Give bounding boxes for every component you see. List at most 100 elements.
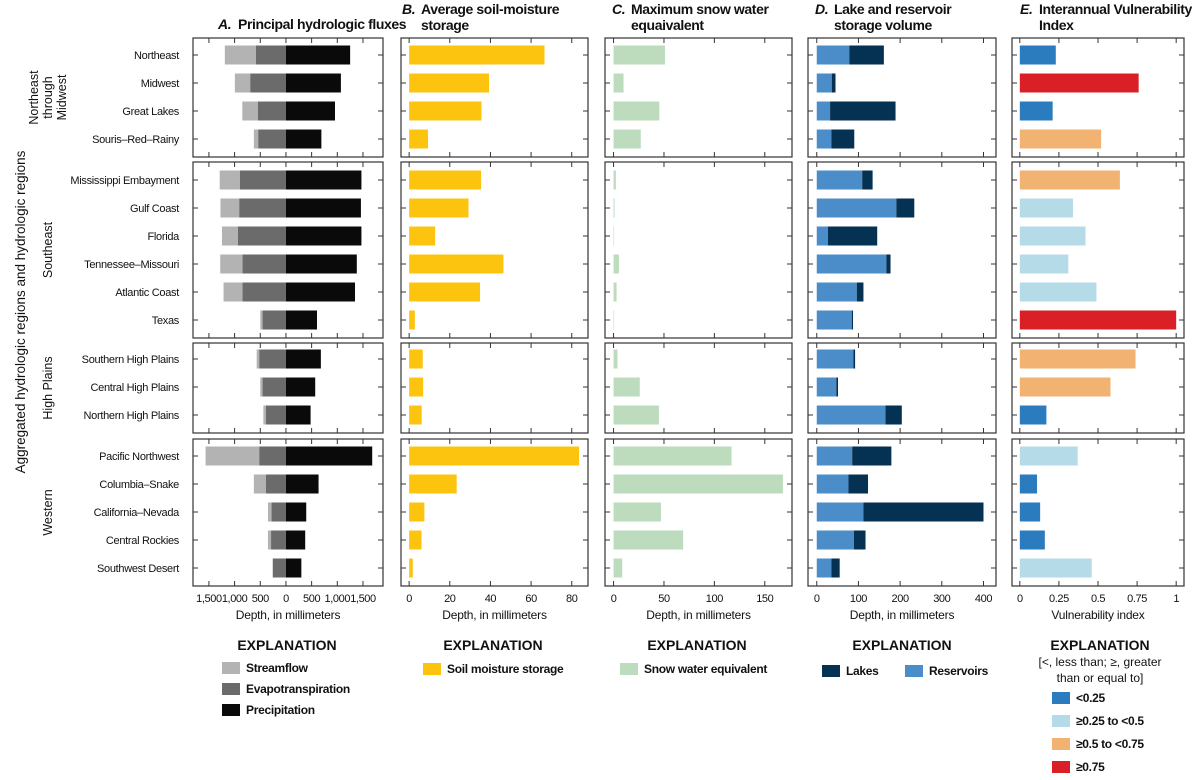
panel-title-line: Interannual Vulnerability: [1039, 1, 1192, 17]
bar-precipitation: [286, 350, 321, 369]
bar-evapotranspiration: [263, 311, 286, 330]
bar-reservoirs: [817, 475, 849, 494]
y-axis-label: Aggregated hydrologic regions and hydrol…: [13, 150, 28, 473]
bar-lakes: [863, 503, 983, 522]
x-tick-label: 0: [814, 593, 820, 605]
bar-reservoirs: [817, 74, 832, 93]
panel-title-line: Principal hydrologic fluxes: [238, 16, 407, 32]
legend-swatch: [822, 665, 840, 677]
bar-streamflow: [220, 199, 239, 218]
bar-vulnerability: [1020, 130, 1101, 149]
bar-precipitation: [286, 130, 321, 149]
bar-streamflow: [224, 283, 243, 302]
group-frame: [605, 162, 792, 338]
bar-soil-moisture: [409, 378, 423, 397]
bar-soil-moisture: [409, 559, 413, 578]
region-label: Southwest Desert: [97, 563, 179, 575]
bar-reservoirs: [817, 350, 854, 369]
bar-lakes: [849, 46, 884, 65]
x-tick-label: 60: [525, 593, 537, 605]
x-axis-label: Depth, in millimeters: [646, 608, 751, 622]
bar-vulnerability: [1020, 559, 1092, 578]
bar-lakes: [857, 283, 864, 302]
bar-precipitation: [286, 311, 317, 330]
region-label: Texas: [152, 315, 180, 327]
bar-streamflow: [263, 406, 266, 425]
legend-item-vulnerability-class: ≥0.25 to <0.5: [1052, 714, 1144, 728]
legend-swatch: [620, 663, 638, 675]
bar-vulnerability: [1020, 531, 1045, 550]
region-label: Tennessee–Missouri: [84, 259, 179, 271]
group-label: High Plains: [41, 356, 55, 419]
legend-e-note: [<, less than; ≥, greater: [1039, 655, 1162, 669]
group-label: Western: [41, 489, 55, 535]
bar-reservoirs: [817, 171, 862, 190]
legend-swatch: [1052, 738, 1070, 750]
x-tick-label: 1,000: [222, 593, 248, 605]
region-label: Southern High Plains: [82, 354, 180, 366]
bar-vulnerability: [1020, 503, 1040, 522]
bar-precipitation: [286, 283, 355, 302]
bar-streamflow: [268, 531, 271, 550]
panel-title: D.: [815, 1, 828, 17]
bar-reservoirs: [817, 255, 887, 274]
bar-precipitation: [286, 503, 306, 522]
panel-letter: E.: [1020, 1, 1032, 17]
region-label: Northern High Plains: [84, 410, 180, 422]
bar-vulnerability: [1020, 102, 1053, 121]
bar-soil-moisture: [409, 102, 481, 121]
bar-precipitation: [286, 102, 335, 121]
legend-item-vulnerability-class: ≥0.75: [1052, 760, 1105, 774]
bar-precipitation: [286, 559, 301, 578]
x-tick-label: 0: [1017, 593, 1023, 605]
bar-reservoirs: [817, 378, 837, 397]
legend-swatch: [905, 665, 923, 677]
bar-soil-moisture: [409, 46, 544, 65]
legend-e-note: than or equal to]: [1057, 671, 1144, 685]
bar-streamflow: [206, 447, 260, 466]
group-frame: [401, 343, 588, 433]
region-label: Souris–Red–Rainy: [92, 134, 180, 146]
bar-soil-moisture: [409, 283, 480, 302]
legend-b-heading: EXPLANATION: [443, 637, 542, 653]
legend-label: Evapotranspiration: [246, 682, 350, 696]
bar-lakes: [828, 227, 877, 246]
bar-lakes: [831, 559, 839, 578]
bar-snow-water: [614, 227, 615, 246]
bar-soil-moisture: [409, 531, 421, 550]
legend-label: Streamflow: [246, 661, 309, 675]
legend-d-heading: EXPLANATION: [852, 637, 951, 653]
bar-precipitation: [286, 475, 319, 494]
legend-c-heading: EXPLANATION: [647, 637, 746, 653]
bar-lakes: [862, 171, 872, 190]
bar-streamflow: [254, 130, 258, 149]
legend-swatch: [423, 663, 441, 675]
panel-title: C.: [612, 1, 625, 17]
legend-label: Precipitation: [246, 703, 315, 717]
bar-reservoirs: [817, 406, 886, 425]
legend-swatch: [222, 683, 240, 695]
panel-title: E.: [1020, 1, 1032, 17]
bar-precipitation: [286, 227, 361, 246]
bar-streamflow: [260, 378, 262, 397]
bar-evapotranspiration: [258, 130, 286, 149]
bar-lakes: [854, 531, 866, 550]
bar-soil-moisture: [409, 311, 415, 330]
region-label: Central High Plains: [91, 382, 180, 394]
bar-reservoirs: [817, 102, 830, 121]
bar-streamflow: [268, 503, 272, 522]
x-tick-label: 1,000: [325, 593, 351, 605]
panel-letter: C.: [612, 1, 625, 17]
bar-lakes: [886, 406, 902, 425]
x-axis-label: Depth, in millimeters: [850, 608, 955, 622]
bar-evapotranspiration: [250, 74, 286, 93]
legend-item-reservoirs: Reservoirs: [905, 664, 989, 678]
x-tick-label: 0: [611, 593, 617, 605]
bar-evapotranspiration: [243, 283, 286, 302]
bar-snow-water: [614, 531, 684, 550]
legend-label: Soil moisture storage: [447, 662, 564, 676]
bar-snow-water: [614, 447, 732, 466]
bar-reservoirs: [817, 559, 832, 578]
x-tick-label: 0: [283, 593, 289, 605]
region-label: Midwest: [141, 78, 179, 90]
